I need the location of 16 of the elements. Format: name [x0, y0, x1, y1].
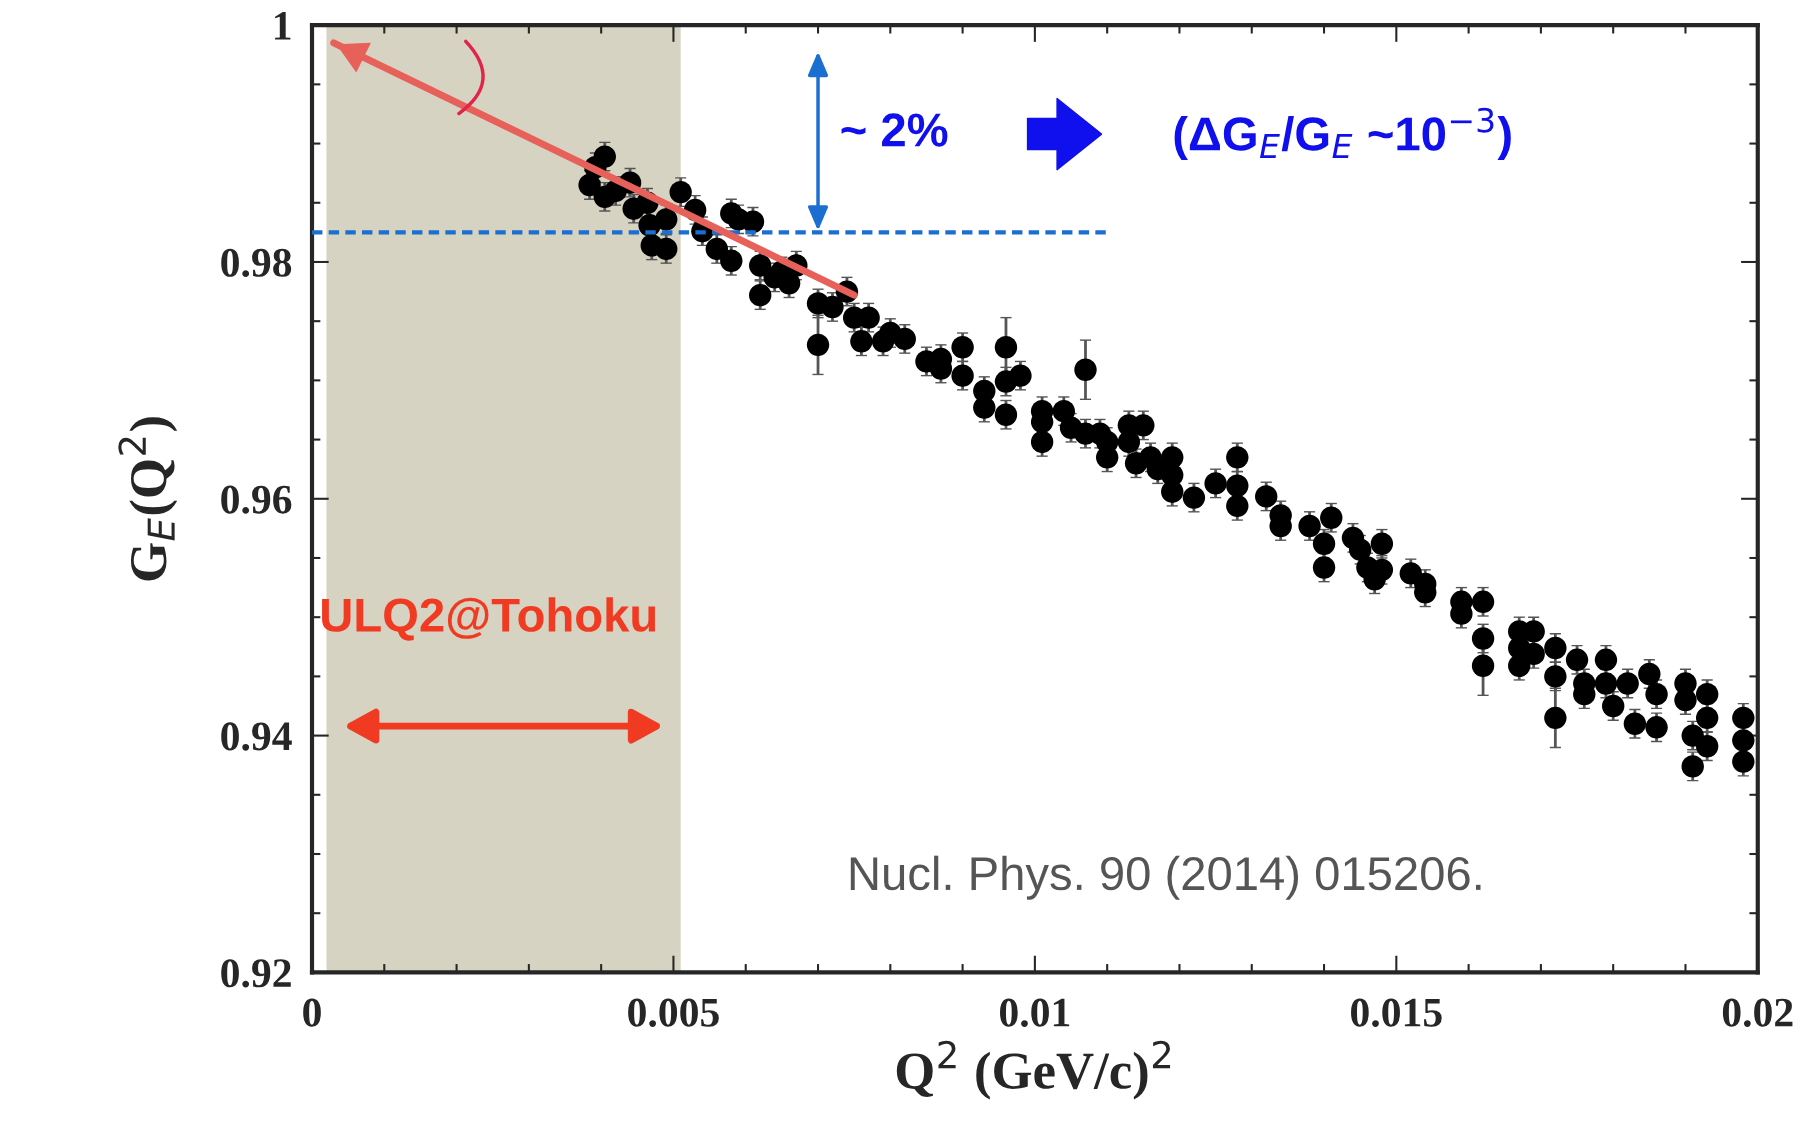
y-tick-label: 0.92 [221, 959, 291, 988]
x-tick-label: 0.01 [1000, 998, 1070, 1027]
x-axis-title: Q$^{2}$ (GeV/c)$^{2}$ [896, 1040, 1171, 1100]
x-tick-label: 0 [303, 998, 321, 1027]
x-tick-label: 0.02 [1722, 998, 1793, 1027]
y-axis-title: G$_{E}$(Q$^{2}$) [118, 417, 178, 581]
x-tick-label: 0.015 [1351, 998, 1442, 1027]
y-tick-label: 1 [275, 12, 291, 40]
y-tick-label: 0.96 [221, 485, 292, 514]
annotation: Nucl. Phys. 90 (2014) 015206. [850, 855, 1481, 900]
annotation: ~ 2% [841, 113, 948, 147]
y-tick-label: 0.94 [221, 722, 292, 751]
band-label: ULQ2@Tohoku [322, 597, 656, 641]
y-tick-label: 0.98 [221, 248, 292, 278]
annotation: (ΔG$_{E}$/G$_{E}$ ~10$^{−3}$) [1174, 107, 1511, 161]
x-tick-label: 0.005 [628, 998, 719, 1027]
